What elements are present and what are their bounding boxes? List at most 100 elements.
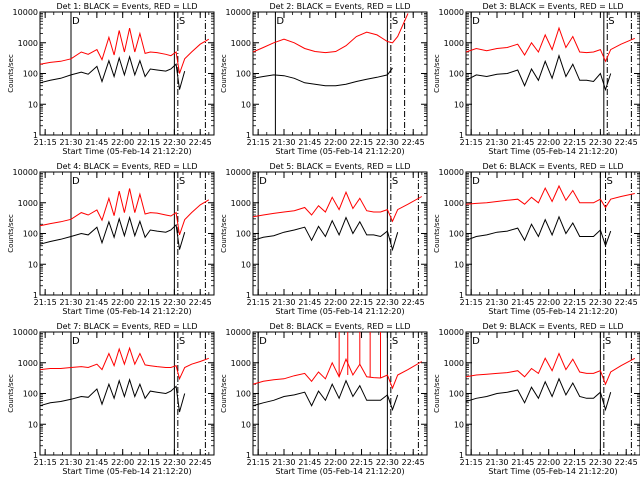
y-axis-label: Counts/sec [220,214,228,253]
y-tick-label: 10 [28,420,38,429]
x-tick-label: 22:45 [189,298,212,307]
y-tick-label: 10000 [439,168,464,177]
x-axis-label: Start Time (05-Feb-14 21:12:20) [488,467,617,476]
x-tick-label: 21:45 [85,458,108,467]
end-marker: S [605,336,611,347]
y-tick-label: 100 [23,70,38,79]
x-tick-label: 21:45 [511,138,534,147]
x-tick-label: 22:15 [350,138,373,147]
x-tick-label: 21:45 [85,138,108,147]
panel-title: Det 7: BLACK = Events, RED = LLD [57,322,198,331]
x-tick-label: 22:45 [402,458,425,467]
series-events-line [39,215,186,250]
x-tick-label: 21:30 [59,458,82,467]
x-tick-label: 21:15 [460,138,483,147]
series-events-line [39,378,186,413]
y-tick-label: 10 [454,260,464,269]
x-tick-label: 22:00 [324,298,347,307]
y-tick-label: 1000 [444,359,464,368]
y-axis-label: Counts/sec [7,214,15,253]
start-marker: D [72,16,80,27]
end-marker: S [392,336,398,347]
series-events-line [39,54,186,90]
y-tick-label: 10000 [439,8,464,17]
y-tick-label: 1000 [18,39,38,48]
x-tick-label: 22:45 [615,138,638,147]
x-tick-label: 22:30 [376,298,399,307]
x-tick-label: 21:30 [485,138,508,147]
x-tick-label: 21:15 [34,458,57,467]
end-marker: S [392,176,398,187]
x-tick-label: 22:00 [111,458,134,467]
x-tick-label: 22:30 [589,298,612,307]
x-tick-label: 22:45 [402,298,425,307]
end-marker: S [607,176,613,187]
x-tick-label: 22:00 [111,138,134,147]
x-tick-label: 21:30 [59,138,82,147]
panel-det-8: Det 8: BLACK = Events, RED = LLD 1 10 100 10… [220,322,428,476]
x-tick-label: 22:15 [350,298,373,307]
start-marker: D [72,336,80,347]
series-events-line [252,379,399,412]
y-tick-label: 1 [459,291,464,300]
y-tick-label: 1000 [18,359,38,368]
plot-frame [252,331,428,456]
plot-frame [39,11,215,136]
panel-title: Det 5: BLACK = Events, RED = LLD [270,162,411,171]
end-marker: S [608,16,614,27]
x-tick-label: 21:15 [247,138,270,147]
x-tick-label: 22:15 [137,138,160,147]
y-tick-label: 10 [454,100,464,109]
y-tick-label: 1 [246,131,251,140]
panel-title: Det 4: BLACK = Events, RED = LLD [57,162,198,171]
x-tick-label: 22:15 [137,458,160,467]
panel-title: Det 1: BLACK = Events, RED = LLD [57,2,198,11]
x-tick-label: 22:45 [189,458,212,467]
y-tick-label: 100 [449,70,464,79]
x-tick-label: 22:00 [324,138,347,147]
series-lld-line [465,26,635,63]
x-axis-label: Start Time (05-Feb-14 21:12:20) [275,467,404,476]
series-lld-line [252,190,423,223]
y-tick-label: 10 [241,420,251,429]
x-tick-label: 22:00 [324,458,347,467]
y-tick-label: 10 [28,260,38,269]
y-tick-label: 10000 [226,8,251,17]
x-tick-label: 21:30 [272,138,295,147]
y-tick-label: 1 [459,131,464,140]
x-tick-label: 22:15 [563,458,586,467]
x-tick-label: 22:00 [537,298,560,307]
x-tick-label: 21:15 [460,458,483,467]
plot-frame [39,331,215,456]
y-tick-label: 100 [23,390,38,399]
x-tick-label: 22:15 [350,458,373,467]
series-lld-line [252,13,409,54]
series-lld-line [39,346,209,381]
x-tick-label: 21:30 [485,458,508,467]
series-lld-line [39,27,210,74]
y-tick-label: 10000 [439,328,464,337]
y-tick-label: 1000 [231,39,251,48]
panel-det-9: Det 9: BLACK = Events, RED = LLD 1 10 100 10… [433,322,640,476]
x-axis-label: Start Time (05-Feb-14 21:12:20) [62,147,191,156]
series-lld-line [39,188,210,236]
start-marker: D [472,176,480,187]
panel-title: Det 9: BLACK = Events, RED = LLD [483,322,624,331]
y-tick-label: 10000 [13,8,38,17]
panel-det-4: Det 4: BLACK = Events, RED = LLD 1 10 100 10… [7,162,215,316]
series-events-line [465,54,612,92]
x-tick-label: 21:30 [272,298,295,307]
y-axis-label: Counts/sec [433,374,441,413]
x-tick-label: 21:45 [298,458,321,467]
y-axis-label: Counts/sec [7,374,15,413]
x-tick-label: 21:45 [298,298,321,307]
y-tick-label: 100 [236,230,251,239]
y-tick-label: 10000 [13,328,38,337]
y-axis-label: Counts/sec [220,54,228,93]
x-tick-label: 21:45 [511,298,534,307]
y-tick-label: 1000 [444,39,464,48]
x-tick-label: 21:15 [34,298,57,307]
y-tick-label: 1 [246,291,251,300]
x-tick-label: 21:15 [247,298,270,307]
y-tick-label: 1 [246,451,251,460]
